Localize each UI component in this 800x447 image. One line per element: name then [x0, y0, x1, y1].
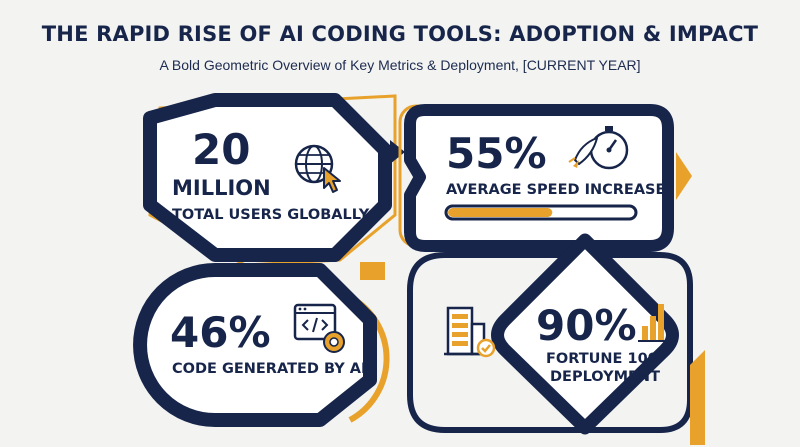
- users-card-arrow: [390, 140, 405, 164]
- fortune-card-diamond: [491, 233, 679, 435]
- speed-value: 55%: [446, 129, 547, 178]
- speed-card-gold-arrow: [676, 152, 692, 200]
- fortune-value: 90%: [536, 301, 637, 350]
- users-label: TOTAL USERS GLOBALLY: [172, 207, 370, 223]
- rocket-stopwatch-icon: [568, 126, 629, 170]
- fortune-card-outline: [407, 252, 693, 433]
- office-building-check-icon: [444, 306, 496, 358]
- page-title: THE RAPID RISE OF AI CODING TOOLS: ADOPT…: [41, 22, 759, 46]
- fortune-label-line1: FORTUNE 100: [546, 351, 658, 367]
- globe-cursor-icon: [294, 144, 341, 193]
- code-label: CODE GENERATED BY AI: [172, 361, 367, 377]
- users-value: 20: [192, 125, 251, 174]
- fortune-label-line2: DEPLOYMENT: [550, 369, 660, 385]
- page-subtitle: A Bold Geometric Overview of Key Metrics…: [159, 57, 641, 73]
- fortune-card-gold-corner: [690, 350, 705, 445]
- code-card-gold-corner: [360, 262, 385, 280]
- users-card-frame: [143, 93, 392, 262]
- users-unit: MILLION: [172, 176, 271, 200]
- users-card-gold-outline: [148, 94, 397, 267]
- speed-progress-fill: [448, 208, 553, 217]
- speed-label: AVERAGE SPEED INCREASE: [446, 182, 666, 198]
- code-value: 46%: [170, 308, 271, 357]
- bar-chart-icon: [638, 304, 668, 342]
- code-window-gear-icon: [293, 303, 345, 353]
